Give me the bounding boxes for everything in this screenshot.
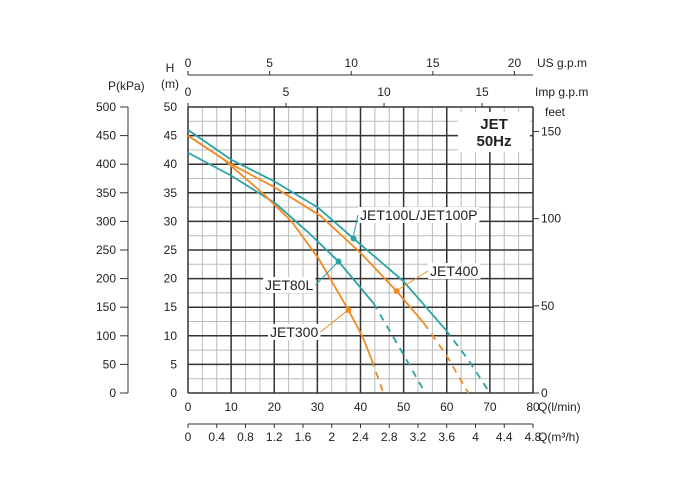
- x-tick-label: 40: [354, 400, 368, 414]
- series-jet80l-line: [187, 151, 375, 304]
- series-jet300-label: JET300: [270, 324, 318, 340]
- us-gpm-label: US g.p.m: [537, 56, 587, 70]
- pressure-tick-label: 450: [96, 129, 116, 143]
- imp-gpm-label: Imp g.p.m: [535, 85, 588, 99]
- x-tick-label: 20: [268, 400, 282, 414]
- imp-gpm-tick-label: 5: [283, 85, 290, 99]
- y-tick-label: 5: [170, 357, 177, 371]
- pressure-tick-label: 250: [96, 243, 116, 257]
- series-jet300-leader: [320, 309, 349, 333]
- y-tick-label: 50: [164, 100, 178, 114]
- y-axis-label: H: [166, 61, 175, 75]
- y-tick-label: 10: [164, 329, 178, 343]
- chart-title: 50Hz: [476, 133, 511, 150]
- chart-title: JET: [480, 116, 508, 133]
- series-jet400-label: JET400: [430, 263, 478, 279]
- m3h-tick-label: 4.4: [496, 430, 513, 444]
- series-jet400-leader: [395, 270, 429, 292]
- series-jet300-label-bg: [268, 324, 321, 340]
- x-axis-label: Q(l/min): [538, 400, 581, 414]
- m3h-tick-label: 0.4: [208, 430, 225, 444]
- m3h-tick-label: 1.2: [266, 430, 283, 444]
- y-tick-label: 25: [164, 243, 178, 257]
- x-tick-label: 0: [185, 400, 192, 414]
- y-tick-label: 35: [164, 186, 178, 200]
- pressure-tick-label: 300: [96, 214, 116, 228]
- y-tick-label: 0: [170, 386, 177, 400]
- series-jet80l-dashed: [372, 302, 426, 394]
- m3h-axis-label: Q(m³/h): [538, 430, 579, 444]
- feet-axis-label: feet: [545, 105, 566, 119]
- m3h-tick-label: 3.2: [410, 430, 427, 444]
- x-tick-label: 10: [224, 400, 238, 414]
- pressure-tick-label: 200: [96, 272, 116, 286]
- y-tick-label: 20: [164, 272, 178, 286]
- series-jet400-dashed: [423, 322, 470, 394]
- us-gpm-tick-label: 10: [345, 56, 359, 70]
- x-tick-label: 50: [397, 400, 411, 414]
- m3h-tick-label: 3.6: [438, 430, 455, 444]
- series-jet100l-jet100p-label-bg: [358, 207, 480, 223]
- x-tick-label: 70: [483, 400, 497, 414]
- pressure-axis-label: P(kPa): [108, 79, 145, 93]
- us-gpm-tick-label: 15: [426, 56, 440, 70]
- imp-gpm-tick-label: 15: [475, 85, 489, 99]
- series-jet80l-leader: [315, 261, 339, 286]
- y-tick-label: 40: [164, 157, 178, 171]
- pressure-tick-label: 350: [96, 186, 116, 200]
- y-tick-label: 45: [164, 129, 178, 143]
- m3h-tick-label: 4: [472, 430, 479, 444]
- pressure-tick-label: 50: [103, 357, 117, 371]
- m3h-tick-label: 2: [328, 430, 335, 444]
- m3h-tick-label: 0: [185, 430, 192, 444]
- m3h-tick-label: 2.8: [381, 430, 398, 444]
- feet-tick-label: 50: [541, 299, 555, 313]
- series-jet100l-jet100p-dashed: [445, 329, 491, 394]
- series-jet300-line: [187, 134, 373, 361]
- x-tick-label: 80: [526, 400, 540, 414]
- pressure-tick-label: 400: [96, 157, 116, 171]
- series-jet100l-jet100p-marker: [350, 235, 357, 242]
- x-tick-label: 60: [440, 400, 454, 414]
- us-gpm-tick-label: 0: [185, 56, 192, 70]
- title-box: [458, 112, 530, 152]
- m3h-tick-label: 1.6: [295, 430, 312, 444]
- y-axis-label: (m): [161, 77, 179, 91]
- series-jet80l-label: JET80L: [265, 277, 313, 293]
- series-jet100l-jet100p-label: JET100L/JET100P: [360, 207, 478, 223]
- pressure-tick-label: 500: [96, 100, 116, 114]
- series-jet300-marker: [345, 307, 352, 314]
- us-gpm-tick-label: 20: [508, 56, 522, 70]
- m3h-tick-label: 2.4: [352, 430, 369, 444]
- pressure-tick-label: 100: [96, 329, 116, 343]
- y-tick-label: 30: [164, 214, 178, 228]
- series-jet300-dashed: [370, 359, 385, 394]
- feet-tick-label: 150: [541, 124, 561, 138]
- pressure-tick-label: 0: [109, 386, 116, 400]
- us-gpm-tick-label: 5: [266, 56, 273, 70]
- series-group: [187, 129, 491, 394]
- series-jet80l-label-bg: [263, 277, 316, 293]
- m3h-tick-label: 0.8: [237, 430, 254, 444]
- y-tick-label: 15: [164, 300, 178, 314]
- series-jet100l-jet100p-line: [187, 129, 447, 331]
- imp-gpm-tick-label: 0: [185, 85, 192, 99]
- m3h-tick-label: 4.8: [525, 430, 542, 444]
- feet-tick-label: 0: [541, 386, 548, 400]
- series-jet100l-jet100p-leader: [352, 214, 359, 239]
- imp-gpm-tick-label: 10: [377, 85, 391, 99]
- axes: 0 10 20 30 40 50 60 70 80Q(l/min)0 0.4 0.8 1.2 1.6 2 2…: [96, 56, 588, 444]
- feet-tick-label: 100: [541, 212, 561, 226]
- pressure-tick-label: 150: [96, 300, 116, 314]
- series-jet400-label-bg: [428, 263, 481, 279]
- x-tick-label: 30: [311, 400, 325, 414]
